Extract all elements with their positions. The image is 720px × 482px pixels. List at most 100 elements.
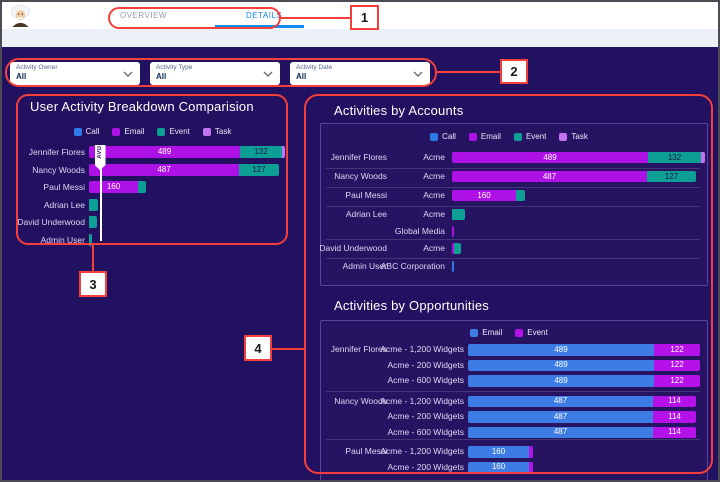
bar-segment-event[interactable]: [89, 233, 92, 246]
bar-segment-event[interactable]: 127: [647, 171, 696, 182]
bar-value-label: 487: [553, 427, 568, 437]
einstein-avatar-icon: [11, 5, 30, 27]
bar-segment-email[interactable]: 160: [468, 461, 529, 473]
bar-stack: [89, 198, 98, 211]
row-account-label: Acme: [423, 209, 445, 219]
chart-row: Acme - 200 Widgets 487 114: [304, 411, 714, 423]
legend-item-event[interactable]: Event: [157, 127, 190, 136]
bar-stack: 487 127: [89, 163, 279, 176]
header-sub-strip: [2, 29, 718, 47]
row-owner-label: David Underwood: [17, 217, 85, 227]
legend-item-call[interactable]: Call: [73, 127, 99, 136]
row-owner-label: Admin User: [40, 234, 85, 245]
bar-segment-email[interactable]: 160: [89, 181, 138, 193]
bar-value-label: 132: [667, 152, 682, 162]
bar-segment-task[interactable]: [701, 152, 705, 163]
legend-item-email[interactable]: Email: [468, 132, 501, 141]
bar-value-label: 160: [491, 446, 506, 456]
row-account-label: Acme - 1,200 Widgets: [380, 344, 464, 354]
chart-panel-border: [320, 123, 708, 286]
chart-row: Admin User: [16, 233, 289, 246]
bar-segment-event[interactable]: 127: [239, 163, 279, 176]
activity-date-filter[interactable]: Activity Date All: [290, 62, 430, 85]
tab-details[interactable]: DETAILS: [246, 11, 283, 20]
legend-item-call[interactable]: Call: [430, 132, 456, 141]
bar-segment-email[interactable]: [452, 226, 454, 237]
bar-segment-event[interactable]: 114: [653, 395, 696, 407]
bar-stack: [452, 243, 461, 254]
bar-segment-event[interactable]: [138, 181, 146, 193]
row-account-label: Acme - 600 Widgets: [387, 375, 464, 385]
bar-value-label: 122: [670, 344, 684, 354]
legend-label: Email: [480, 132, 501, 141]
chart-row: Acme - 600 Widgets 489 122: [304, 375, 714, 387]
tab-overview[interactable]: OVERVIEW: [120, 11, 167, 20]
bar-segment-email[interactable]: 487: [452, 171, 647, 182]
legend-swatch-icon: [430, 132, 439, 141]
bar-segment-event[interactable]: [529, 446, 533, 458]
bar-segment-email[interactable]: 487: [468, 426, 653, 438]
activities-by-accounts-widget: Activities by Accounts Call Email Event Tas…: [304, 94, 714, 288]
bar-stack: 489 122: [468, 375, 700, 387]
bar-segment-task[interactable]: [282, 146, 285, 158]
bar-segment-event[interactable]: 122: [654, 344, 700, 356]
legend-item-email[interactable]: Email: [112, 127, 144, 136]
chart-plot-area: Jennifer Flores Acme - 1,200 Widgets 489 12…: [304, 292, 714, 480]
bar-segment-email[interactable]: 489: [468, 359, 654, 371]
bar-segment-event[interactable]: 132: [648, 152, 701, 163]
bar-segment-email[interactable]: [452, 243, 454, 254]
avg-flag-label: AVG: [97, 146, 103, 159]
bar-segment-email[interactable]: 489: [468, 375, 654, 387]
bar-segment-email[interactable]: 489: [468, 344, 654, 356]
bar-segment-email[interactable]: 160: [452, 190, 516, 201]
activity-owner-filter[interactable]: Activity Owner All: [10, 62, 140, 85]
bar-segment-event[interactable]: 122: [654, 359, 700, 371]
bar-value-label: 122: [670, 375, 684, 385]
chart-row: Paul Messi Acme - 1,200 Widgets 160: [304, 446, 714, 458]
bar-segment-email[interactable]: 160: [468, 446, 529, 458]
bar-value-label: 160: [106, 182, 121, 191]
legend-item-task[interactable]: Task: [559, 132, 588, 141]
bar-segment-event[interactable]: [516, 190, 525, 201]
legend-label: Event: [169, 127, 190, 136]
legend-item-event[interactable]: Event: [513, 132, 547, 141]
legend-item-event[interactable]: Event: [515, 328, 548, 337]
chart-row: Admin User ABC Corporation: [304, 261, 714, 272]
bar-segment-email[interactable]: 489: [89, 146, 240, 158]
bar-segment-event[interactable]: 122: [654, 375, 700, 387]
activity-type-filter[interactable]: Activity Type All: [150, 62, 280, 85]
row-owner-label: Paul Messi: [43, 182, 85, 192]
bar-segment-event[interactable]: 114: [653, 411, 696, 423]
bar-segment-event[interactable]: [89, 216, 97, 228]
bar-segment-email[interactable]: 487: [89, 163, 239, 176]
legend-item-email[interactable]: Email: [470, 328, 502, 337]
row-account-label: Acme - 600 Widgets: [387, 426, 464, 437]
chart-row: Global Media: [304, 226, 714, 237]
bar-segment-call[interactable]: [452, 261, 454, 272]
bar-segment-event[interactable]: [452, 209, 465, 220]
bar-segment-event[interactable]: [454, 243, 461, 254]
bar-segment-email[interactable]: 487: [468, 411, 653, 423]
bar-segment-email[interactable]: 489: [452, 152, 648, 163]
bar-segment-event[interactable]: [89, 198, 98, 211]
row-separator: [326, 438, 700, 440]
bar-segment-email[interactable]: 487: [468, 395, 653, 407]
row-owner-label: Paul Messi: [345, 190, 387, 200]
bar-stack: 487 114: [468, 395, 696, 407]
bar-stack: 487 114: [468, 411, 696, 423]
bar-stack: 489 122: [468, 344, 700, 356]
chart-row: Nancy Woods Acme 487 127: [304, 171, 714, 182]
legend-swatch-icon: [513, 132, 522, 141]
bar-value-label: 489: [157, 147, 172, 156]
bar-value-label: 489: [554, 344, 568, 354]
row-separator: [326, 390, 700, 392]
legend-label: Event: [525, 132, 547, 141]
bar-stack: [452, 261, 454, 272]
bar-segment-event[interactable]: [529, 461, 533, 473]
bar-value-label: 487: [553, 396, 568, 406]
bar-segment-event[interactable]: 132: [240, 146, 282, 158]
legend-item-task[interactable]: Task: [202, 127, 231, 136]
bar-segment-event[interactable]: 114: [653, 426, 696, 438]
legend-swatch-icon: [202, 127, 211, 136]
chart-legend: Call Email Event Task: [16, 127, 289, 136]
